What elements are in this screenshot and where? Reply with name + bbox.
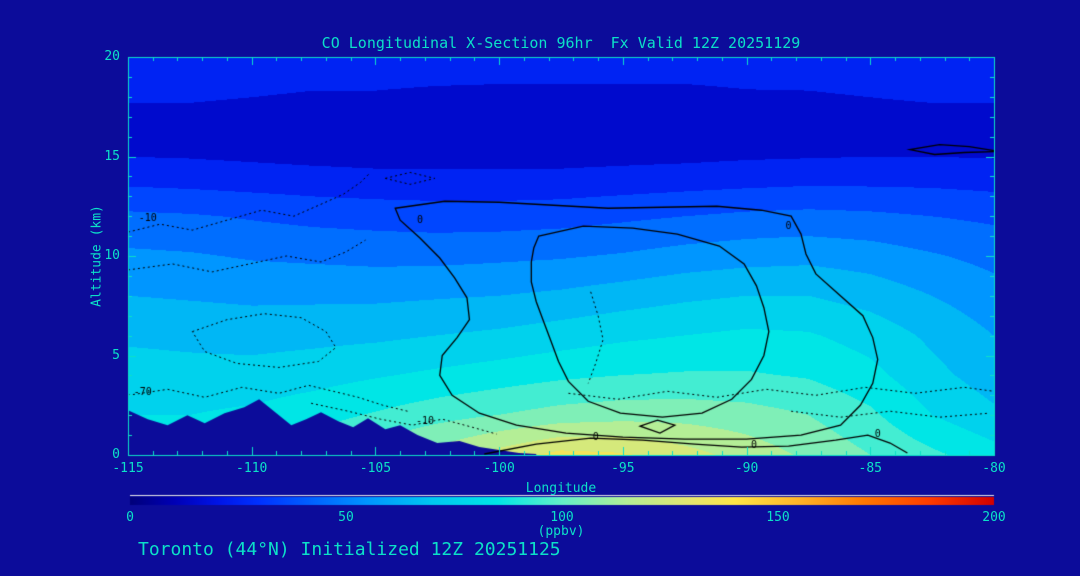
initialization-caption: Toronto (44°N) Initialized 12Z 20251125	[138, 539, 561, 560]
colorbar-tick-label: 50	[338, 510, 354, 525]
x-axis-label: Longitude	[525, 481, 597, 496]
x-tick-label: -80	[982, 461, 1006, 476]
y-tick-label: 5	[112, 347, 120, 363]
x-tick-label: -100	[483, 461, 515, 476]
chart-title: CO Longitudinal X-Section 96hr Fx Valid …	[321, 34, 801, 52]
x-tick-label: -90	[734, 461, 759, 476]
colorbar-tick-label: 200	[982, 510, 1006, 525]
colorbar-unit-label: (ppbv)	[537, 524, 585, 539]
y-tick-label: 0	[112, 447, 120, 462]
x-tick-label: -105	[359, 461, 392, 476]
colorbar-tick-label: 100	[550, 510, 574, 525]
x-tick-label: -95	[611, 461, 635, 476]
y-tick-label: 20	[104, 49, 120, 64]
x-tick-label: -85	[858, 461, 883, 476]
x-tick-label: -110	[236, 461, 268, 476]
x-tick-label: -115	[112, 461, 144, 476]
colorbar-tick-label: 0	[126, 510, 134, 525]
y-tick-label: 15	[104, 148, 120, 164]
y-tick-label: 10	[104, 248, 120, 263]
colorbar-tick-label: 150	[766, 510, 790, 525]
